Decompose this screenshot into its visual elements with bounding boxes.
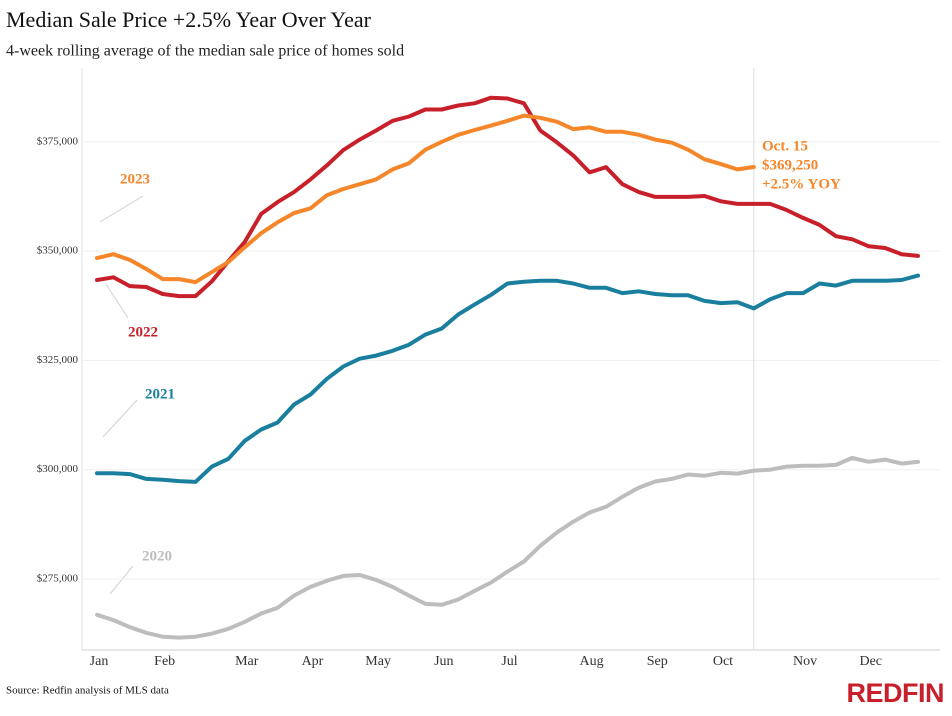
series-line xyxy=(95,113,756,285)
y-tick-label: $350,000 xyxy=(37,245,79,257)
y-tick-label: $325,000 xyxy=(37,354,79,366)
x-tick-label: Mar xyxy=(235,654,259,669)
annotation: Oct. 15 xyxy=(762,138,808,154)
x-tick-label: Jun xyxy=(434,654,453,669)
series-label: 2023 xyxy=(120,171,150,187)
x-tick-label: Apr xyxy=(302,654,324,669)
leader-line xyxy=(99,195,144,223)
leader-line xyxy=(109,565,134,595)
series-line xyxy=(95,455,920,640)
x-tick-label: Feb xyxy=(154,654,175,669)
chart-title: Median Sale Price +2.5% Year Over Year xyxy=(6,7,372,32)
x-tick-label: Sep xyxy=(647,654,668,669)
series-label: 2020 xyxy=(142,548,172,564)
leader-line xyxy=(105,283,129,319)
series-line xyxy=(95,273,920,484)
x-tick-label: Dec xyxy=(859,654,882,669)
series-label: 2021 xyxy=(145,386,175,402)
source-note: Source: Redfin analysis of MLS data xyxy=(6,685,169,697)
annotation: $369,250 xyxy=(762,157,818,173)
y-tick-label: $275,000 xyxy=(37,573,79,585)
x-tick-label: Oct xyxy=(713,654,733,669)
x-tick-label: Jul xyxy=(501,654,517,669)
series-label: 2022 xyxy=(128,324,158,340)
y-tick-label: $375,000 xyxy=(37,135,79,147)
brand-logo: REDFIN xyxy=(847,678,945,708)
leader-line xyxy=(102,399,138,438)
annotation: +2.5% YOY xyxy=(762,176,841,192)
chart-subtitle: 4-week rolling average of the median sal… xyxy=(6,43,404,60)
x-tick-label: Aug xyxy=(580,654,604,669)
x-tick-label: Jan xyxy=(90,654,109,669)
x-tick-label: May xyxy=(365,654,391,669)
y-tick-label: $300,000 xyxy=(37,463,79,475)
label-leaders xyxy=(99,195,144,595)
x-tick-label: Nov xyxy=(793,654,817,669)
grid xyxy=(82,141,940,580)
